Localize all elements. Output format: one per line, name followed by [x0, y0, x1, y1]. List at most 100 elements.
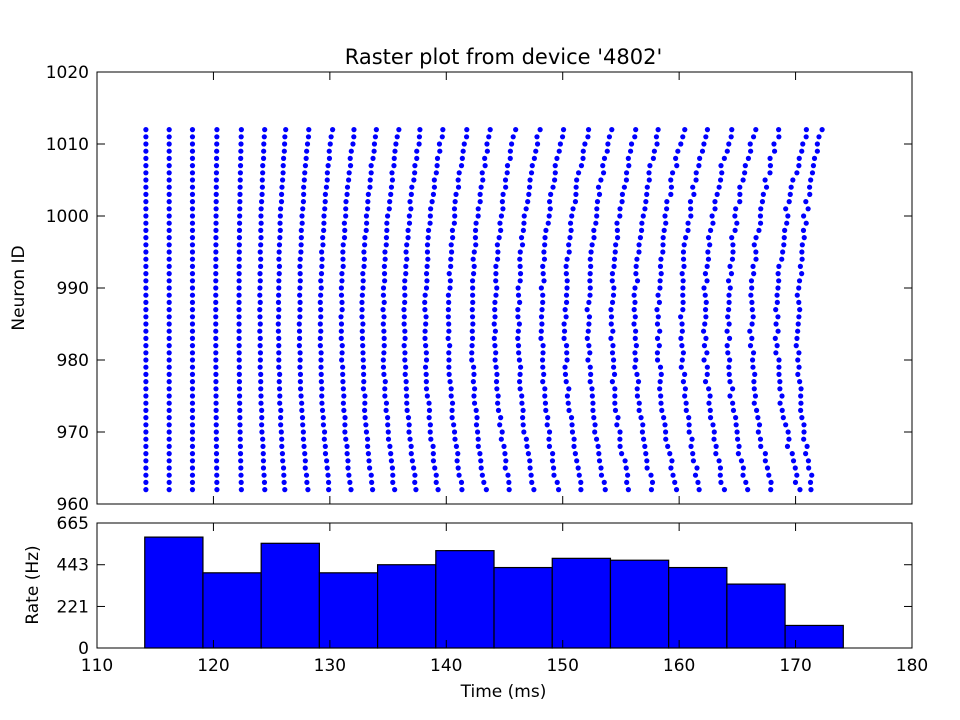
spike-marker [237, 177, 243, 183]
spike-marker [380, 307, 386, 313]
spike-marker [143, 199, 149, 205]
spike-marker [317, 299, 323, 305]
spike-marker [515, 314, 521, 320]
spike-marker [493, 364, 499, 370]
spike-marker [451, 206, 458, 212]
spike-marker [276, 278, 282, 284]
spike-marker [711, 429, 717, 435]
spike-marker [435, 487, 441, 493]
spike-marker [373, 127, 379, 133]
spike-marker [524, 443, 530, 449]
spike-marker [213, 429, 219, 435]
spike-marker [236, 227, 243, 233]
spike-marker [143, 163, 149, 169]
spike-marker [298, 227, 304, 233]
spike-marker [237, 400, 243, 406]
spike-marker [425, 227, 432, 233]
spike-marker [330, 127, 336, 133]
spike-marker [678, 335, 684, 341]
spike-marker [297, 364, 303, 370]
spike-marker [737, 191, 743, 197]
spike-marker [277, 227, 283, 233]
spike-marker [669, 458, 675, 464]
spike-marker [166, 256, 172, 262]
spike-marker [347, 155, 353, 161]
spike-marker [582, 141, 588, 147]
spike-marker [238, 141, 244, 147]
spike-marker [297, 292, 303, 298]
spike-marker [422, 292, 428, 298]
spike-marker [340, 400, 346, 406]
spike-marker [544, 422, 550, 428]
spike-marker [781, 235, 787, 241]
spike-marker [143, 350, 149, 356]
spike-marker [797, 263, 803, 269]
spike-marker [236, 278, 242, 284]
spike-marker [431, 184, 438, 190]
spike-marker [260, 163, 266, 169]
spike-marker [776, 278, 782, 284]
spike-marker [632, 134, 638, 140]
spike-marker [298, 249, 304, 255]
spike-marker [471, 400, 478, 406]
spike-marker [526, 184, 533, 190]
spike-marker [258, 386, 264, 392]
spike-marker [359, 299, 365, 305]
spike-marker [166, 220, 172, 226]
spike-marker [540, 343, 546, 349]
spike-marker [492, 299, 498, 305]
spike-marker [381, 350, 387, 356]
spike-marker [257, 314, 263, 320]
spike-marker [213, 343, 219, 349]
spike-marker [403, 263, 409, 269]
spike-marker [189, 415, 196, 421]
spike-marker [214, 141, 220, 147]
spike-marker [814, 148, 820, 154]
spike-marker [424, 393, 430, 399]
spike-marker [737, 199, 743, 205]
spike-marker [487, 127, 493, 133]
spike-marker [301, 443, 307, 449]
spike-marker [237, 422, 243, 428]
spike-marker [299, 400, 305, 406]
spike-marker [748, 278, 755, 284]
spike-marker [515, 307, 521, 313]
spike-marker [687, 199, 694, 205]
spike-marker [600, 170, 607, 176]
spike-marker [166, 400, 172, 406]
spike-marker [302, 451, 308, 457]
spike-marker [257, 249, 263, 255]
spike-marker [143, 184, 149, 190]
spike-marker [679, 321, 685, 327]
spike-marker [796, 285, 802, 291]
spike-marker [362, 400, 368, 406]
spike-marker [733, 415, 739, 421]
spike-marker [166, 148, 172, 154]
rate-y-tick-label: 665 [57, 514, 89, 534]
spike-marker [726, 321, 732, 327]
spike-marker [551, 177, 558, 183]
spike-marker [749, 299, 755, 305]
spike-marker [277, 400, 283, 406]
spike-marker [446, 357, 452, 363]
rate-x-tick-label: 160 [663, 656, 695, 676]
rate-x-axis: 110 120 130 140 150 160 170 180 [81, 523, 928, 676]
spike-marker [389, 465, 396, 471]
spike-marker [656, 343, 662, 349]
spike-marker [297, 350, 303, 356]
spike-marker [365, 191, 371, 197]
spike-marker [259, 191, 265, 197]
spike-marker [469, 307, 475, 313]
spike-marker [260, 443, 266, 449]
spike-marker [403, 271, 409, 277]
spike-marker [445, 292, 452, 298]
spike-marker [626, 163, 632, 169]
spike-marker [143, 364, 149, 370]
spike-marker [460, 148, 466, 154]
spike-marker [774, 343, 780, 349]
spike-marker [571, 443, 577, 449]
spike-marker [277, 393, 283, 399]
spike-marker [527, 177, 533, 183]
spike-marker [409, 184, 415, 190]
